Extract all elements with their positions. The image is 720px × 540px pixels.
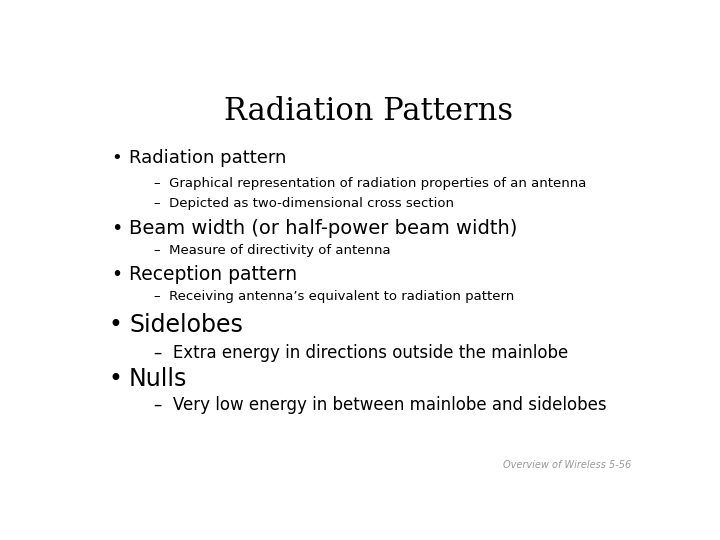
Text: Nulls: Nulls bbox=[129, 367, 187, 391]
Text: –  Graphical representation of radiation properties of an antenna: – Graphical representation of radiation … bbox=[154, 177, 587, 190]
Text: Reception pattern: Reception pattern bbox=[129, 265, 297, 284]
Text: Sidelobes: Sidelobes bbox=[129, 313, 243, 336]
Text: •: • bbox=[111, 219, 122, 238]
Text: •: • bbox=[112, 150, 122, 167]
Text: –  Receiving antenna’s equivalent to radiation pattern: – Receiving antenna’s equivalent to radi… bbox=[154, 290, 514, 303]
Text: –  Very low energy in between mainlobe and sidelobes: – Very low energy in between mainlobe an… bbox=[154, 396, 607, 414]
Text: –  Measure of directivity of antenna: – Measure of directivity of antenna bbox=[154, 244, 391, 257]
Text: •: • bbox=[111, 265, 122, 284]
Text: –  Extra energy in directions outside the mainlobe: – Extra energy in directions outside the… bbox=[154, 343, 568, 362]
Text: •: • bbox=[109, 313, 122, 336]
Text: •: • bbox=[109, 367, 122, 391]
Text: –  Depicted as two-dimensional cross section: – Depicted as two-dimensional cross sect… bbox=[154, 197, 454, 210]
Text: Radiation Patterns: Radiation Patterns bbox=[225, 96, 513, 127]
Text: Beam width (or half-power beam width): Beam width (or half-power beam width) bbox=[129, 219, 518, 238]
Text: Radiation pattern: Radiation pattern bbox=[129, 150, 287, 167]
Text: Overview of Wireless 5-56: Overview of Wireless 5-56 bbox=[503, 460, 631, 470]
